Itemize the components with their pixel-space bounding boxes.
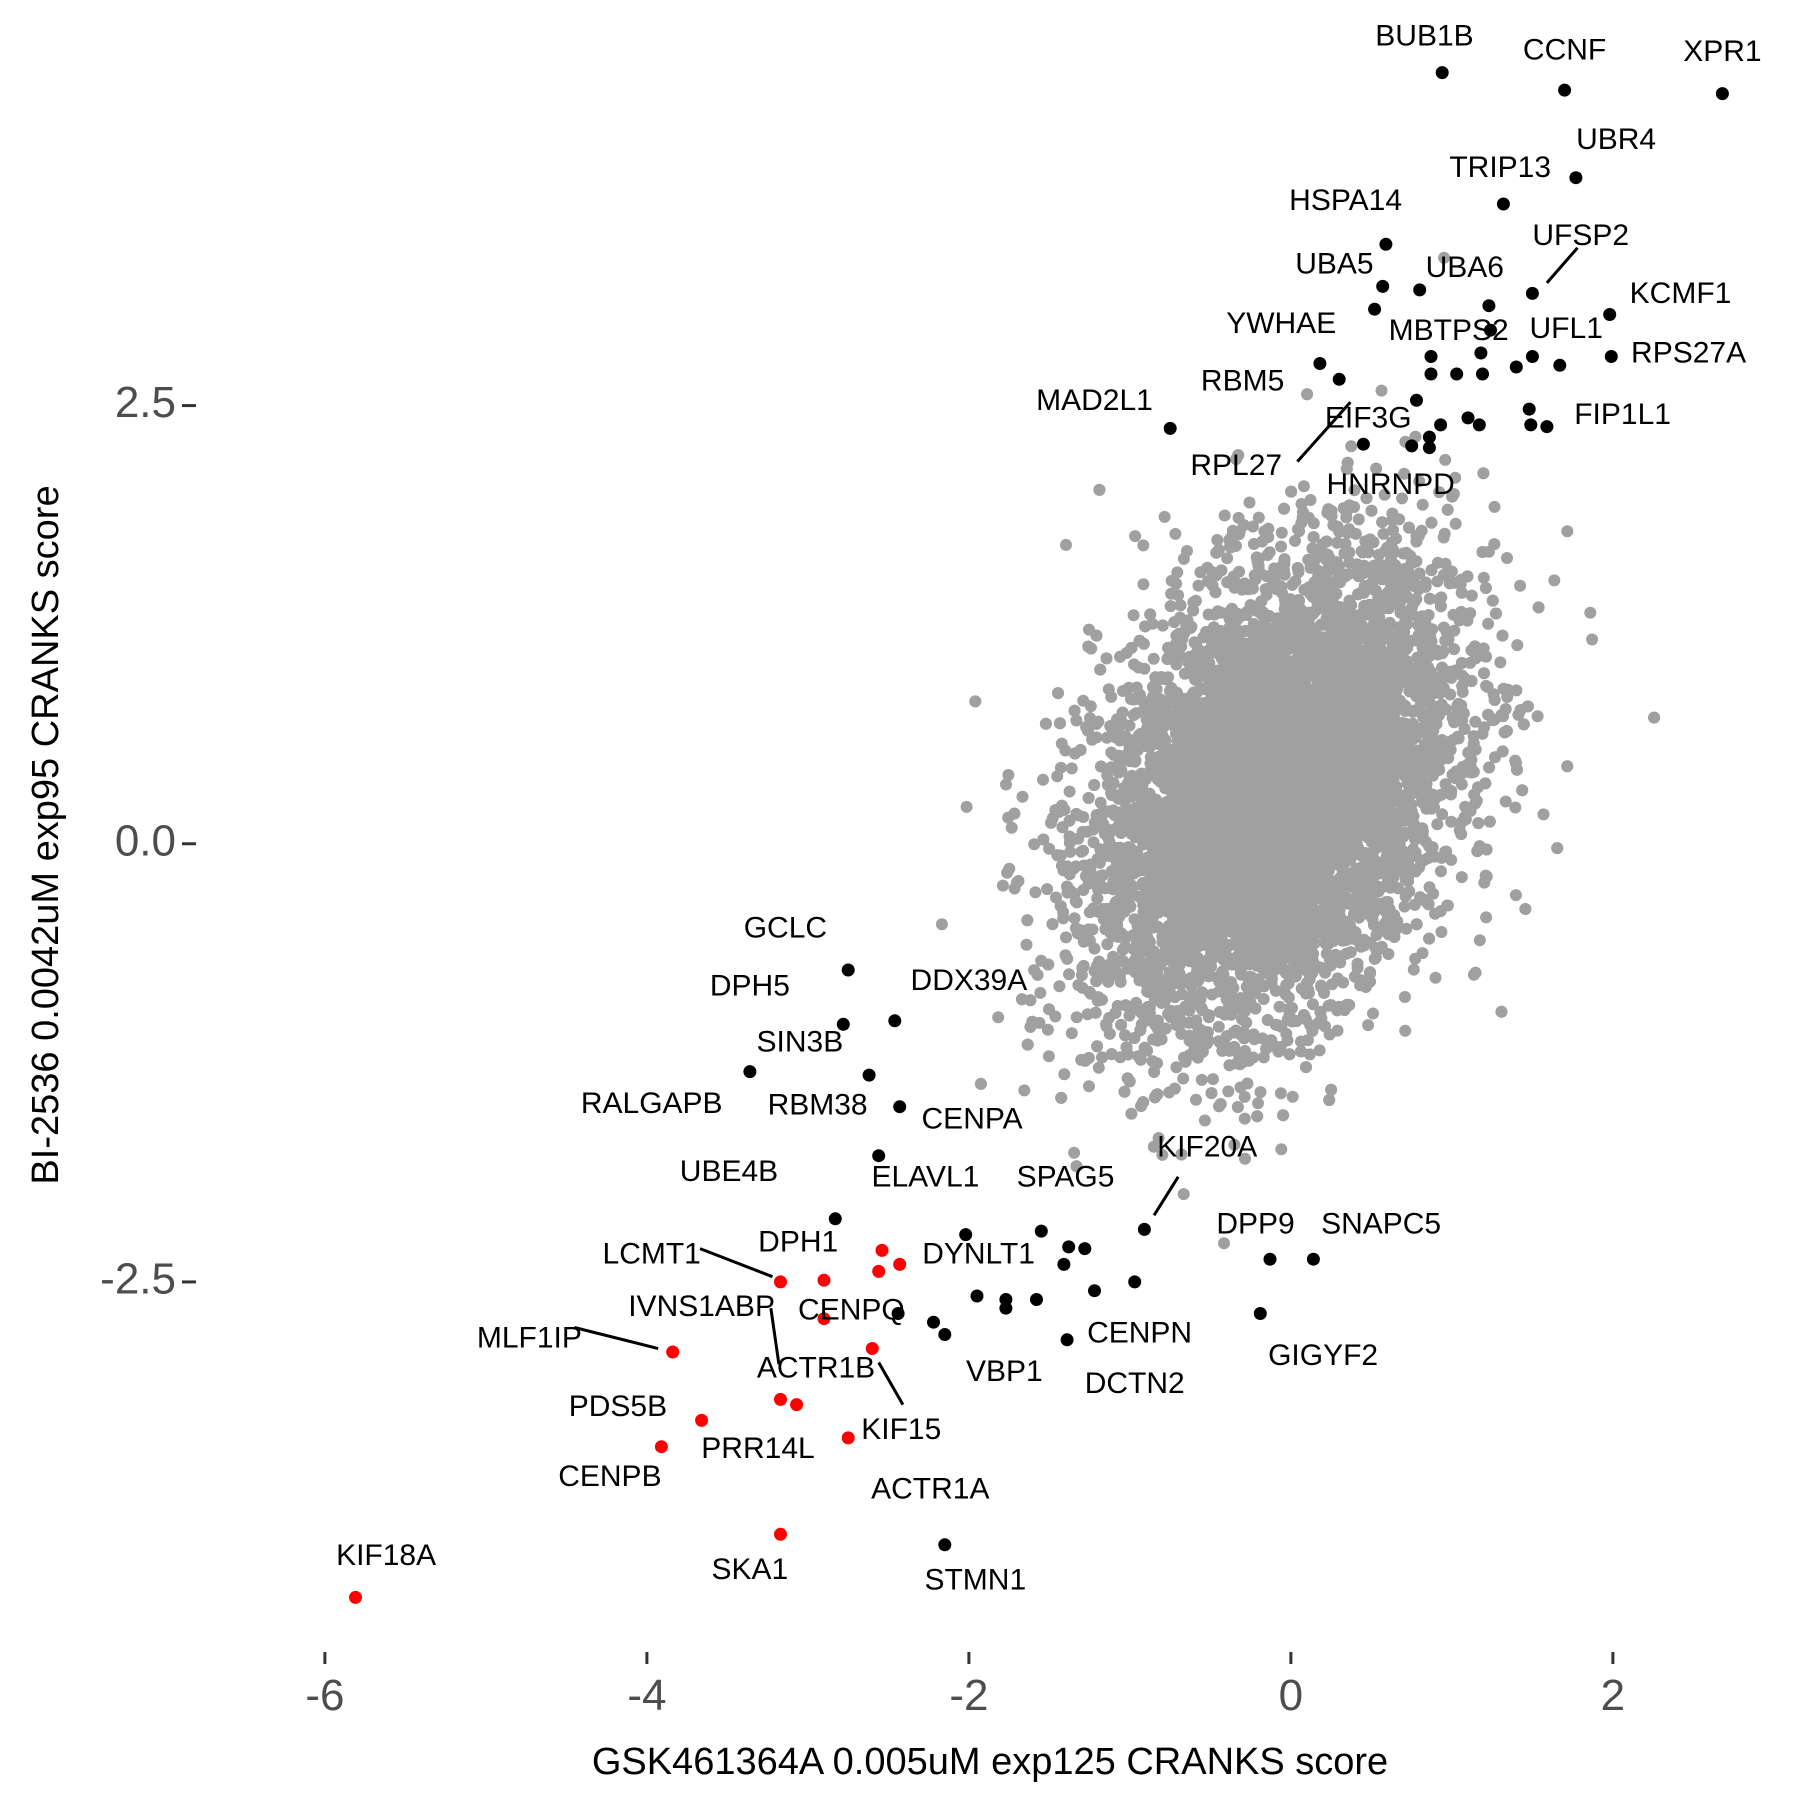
background-point: [1083, 1080, 1095, 1093]
background-point: [1499, 795, 1512, 808]
background-point: [1005, 821, 1018, 834]
background-point: [1509, 889, 1522, 902]
background-point: [1275, 540, 1287, 553]
background-point: [1170, 1061, 1183, 1074]
background-point: [1370, 462, 1383, 475]
background-point: [1065, 762, 1078, 775]
background-point: [1469, 715, 1482, 728]
background-point: [1125, 1107, 1138, 1120]
background-point: [1429, 971, 1442, 984]
background-point: [1480, 911, 1493, 924]
background-point: [1221, 552, 1234, 565]
background-point: [1455, 871, 1468, 884]
background-point: [1412, 529, 1425, 542]
background-point: [1362, 1019, 1375, 1032]
background-point: [1063, 968, 1075, 981]
background-point: [1018, 1084, 1031, 1097]
background-point: [1482, 617, 1495, 630]
background-point: [1445, 815, 1458, 828]
background-point: [1252, 1097, 1264, 1110]
background-point: [1413, 567, 1426, 580]
background-point: [1512, 708, 1525, 721]
background-point: [1029, 886, 1042, 899]
background-point: [1337, 976, 1350, 989]
background-gene-cloud: [935, 251, 1661, 1250]
background-point: [1077, 694, 1090, 707]
background-point: [1409, 952, 1422, 965]
background-point: [1275, 1143, 1288, 1156]
background-point: [1286, 1090, 1299, 1103]
background-point: [1034, 986, 1047, 999]
background-point: [1436, 808, 1449, 821]
background-point: [1234, 1081, 1247, 1094]
background-point: [1280, 1027, 1293, 1040]
background-point: [1257, 1051, 1270, 1064]
background-point: [1465, 589, 1478, 602]
background-point: [1367, 1007, 1379, 1020]
background-point: [1198, 1114, 1211, 1127]
background-point: [1222, 1085, 1235, 1098]
background-point: [1584, 606, 1597, 619]
background-point: [1345, 440, 1358, 453]
background-point: [1243, 496, 1256, 509]
background-point: [1434, 865, 1447, 878]
background-point: [1037, 773, 1049, 786]
background-point: [1212, 1020, 1225, 1033]
background-point: [1272, 1045, 1285, 1058]
background-point: [1158, 510, 1171, 523]
background-point: [1137, 539, 1150, 552]
background-point: [935, 918, 948, 931]
background-point: [1169, 991, 1181, 1004]
background-point: [1531, 710, 1544, 723]
background-point: [1042, 1050, 1055, 1063]
background-point: [1275, 526, 1288, 539]
background-point: [1169, 527, 1182, 540]
background-point: [1137, 578, 1150, 591]
background-point: [1352, 513, 1365, 526]
background-point: [1228, 1138, 1241, 1151]
background-point: [1413, 475, 1426, 488]
background-point: [1313, 1044, 1326, 1057]
background-point: [1070, 1011, 1083, 1024]
background-point: [1398, 900, 1411, 913]
background-point: [1156, 1148, 1169, 1161]
background-point: [1416, 498, 1429, 511]
background-point: [960, 800, 973, 813]
background-point: [1400, 922, 1413, 935]
background-point: [1422, 609, 1435, 621]
background-point: [1058, 1068, 1071, 1081]
background-point: [1092, 1061, 1105, 1074]
background-point: [1501, 552, 1513, 564]
background-point: [1177, 1072, 1190, 1085]
background-point: [1147, 652, 1160, 665]
background-point: [1218, 509, 1231, 522]
background-point: [1101, 938, 1114, 951]
background-point: [1586, 633, 1599, 646]
background-point: [1177, 1188, 1190, 1201]
background-point: [1297, 480, 1310, 493]
background-point: [1548, 574, 1561, 587]
background-point: [1127, 609, 1140, 622]
background-point: [1043, 1003, 1055, 1016]
background-point: [1192, 579, 1205, 592]
background-point: [1425, 802, 1438, 815]
background-point: [1488, 500, 1501, 513]
background-point: [1016, 790, 1029, 803]
background-point: [1068, 1146, 1081, 1159]
background-point: [1449, 517, 1462, 530]
background-point: [1053, 980, 1066, 993]
background-point: [1090, 731, 1103, 744]
background-point: [1164, 600, 1177, 613]
background-point: [1478, 721, 1491, 734]
background-point: [1218, 1237, 1230, 1250]
background-point: [1435, 926, 1448, 938]
background-point: [1119, 1029, 1131, 1042]
background-point: [1375, 384, 1388, 397]
background-point: [1002, 769, 1015, 781]
background-point: [1041, 883, 1054, 896]
